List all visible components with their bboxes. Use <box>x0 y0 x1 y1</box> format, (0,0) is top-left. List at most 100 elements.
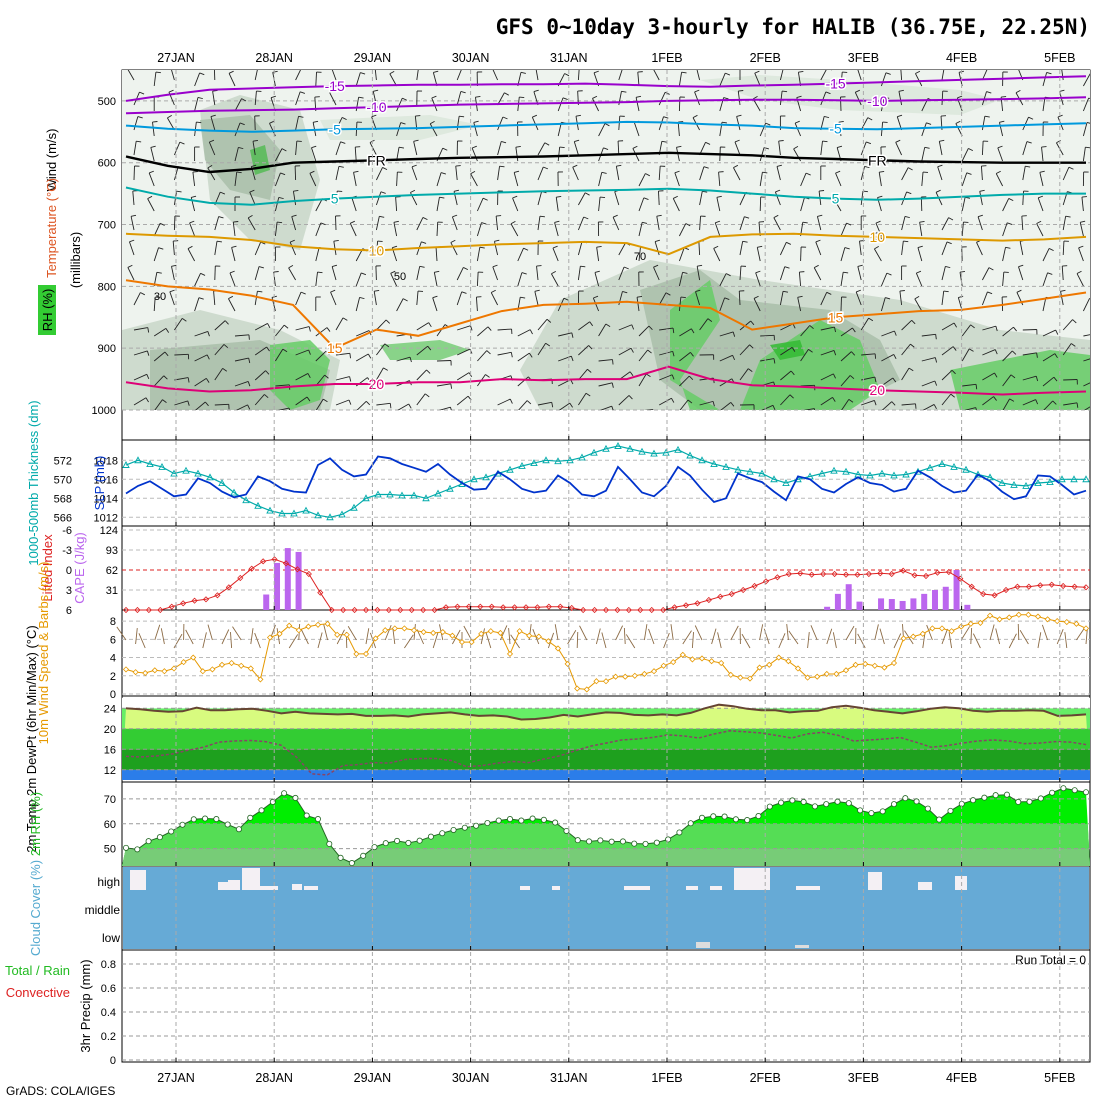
wind-barb <box>355 97 360 112</box>
thickness-point <box>230 488 238 496</box>
wind-barb <box>719 273 727 287</box>
wind-barb <box>596 247 600 262</box>
wind-barb-flag <box>944 66 949 67</box>
wind-barb-flag <box>187 400 190 406</box>
cloud-high-bar <box>258 886 278 890</box>
thickness-point <box>194 469 202 477</box>
wind10m-barb <box>1037 632 1042 649</box>
wind-barb <box>1002 398 1010 410</box>
wind-barb <box>734 141 741 156</box>
wind-barb-flag <box>772 405 776 410</box>
wind-barb <box>658 292 667 306</box>
wind-barb <box>132 191 135 206</box>
rh2m-point <box>179 821 186 828</box>
wind-barb-flag <box>996 170 1001 174</box>
wind10m-barb <box>972 633 981 649</box>
wind-barb <box>254 91 257 106</box>
wind-barb <box>636 297 640 312</box>
rh2m-point <box>450 826 457 833</box>
rh2m-point <box>1049 789 1056 796</box>
wind-barb-flag <box>482 197 488 201</box>
li-point <box>660 606 667 614</box>
wind-barb <box>598 323 607 337</box>
wind-barb-flag <box>849 375 855 380</box>
li-point <box>911 572 918 579</box>
wind-barb <box>1082 147 1086 162</box>
wind-barb-flag <box>258 66 263 67</box>
thickness-point <box>686 451 694 459</box>
wind-barb-flag <box>616 164 622 167</box>
wind-barb-flag <box>564 73 570 77</box>
wind-barb-flag <box>898 89 904 92</box>
wind10m-speed-point <box>497 629 504 637</box>
wind-barb <box>737 91 741 106</box>
wind-barb-flag <box>571 332 574 338</box>
wind10m-barb <box>250 628 254 645</box>
wind-barb-flag <box>623 266 629 270</box>
wind-barb-flag <box>371 114 377 118</box>
wind-barb <box>754 72 761 87</box>
wind-barb <box>537 318 548 331</box>
wind-barb <box>457 325 471 331</box>
wind-barb <box>760 334 775 337</box>
thickness-tick-label: 568 <box>54 493 72 505</box>
wind-barb <box>881 330 895 337</box>
wind-barb-flag <box>1046 72 1052 75</box>
wind-barb-flag <box>1041 146 1047 148</box>
wind-barb-flag <box>486 350 491 355</box>
wind10m-barb <box>347 626 357 641</box>
wind10m-speed-point <box>449 632 456 639</box>
wind-barb-flag <box>815 239 821 243</box>
wind-barb-flag <box>784 66 789 67</box>
wind-barb-flag <box>317 271 323 274</box>
wind-barb <box>369 142 377 156</box>
wind10m-barb <box>691 632 694 649</box>
wind-barb-flag <box>1025 165 1031 168</box>
wind-barb <box>618 395 630 406</box>
wind-barb-flag <box>146 374 150 380</box>
wind-barb <box>578 321 590 331</box>
wind-barb <box>617 140 620 156</box>
wind-barb <box>192 172 196 187</box>
wind10m-speed-point <box>151 667 158 674</box>
wind-barb <box>638 373 647 387</box>
wind-barb-flag <box>654 239 661 243</box>
li-point <box>294 566 301 573</box>
wind-barb-flag <box>455 165 461 167</box>
thickness-point <box>338 510 346 518</box>
thickness-point <box>878 469 886 477</box>
rh2m-point <box>574 837 581 844</box>
wind-barb <box>174 377 189 381</box>
wind10m-speed-point <box>862 660 869 667</box>
wind-barb <box>194 97 199 112</box>
cape-bar <box>856 601 863 610</box>
wind-barb <box>438 406 451 410</box>
wind-barb <box>841 399 850 410</box>
li-point <box>397 606 404 614</box>
wind-barb <box>517 376 529 387</box>
wind-barb-flag <box>389 403 392 409</box>
wind-barb-flag <box>730 402 735 407</box>
li-point <box>317 589 324 596</box>
wind-barb-flag <box>554 220 560 223</box>
wind10m-barb <box>232 626 242 641</box>
wind-barb-flag <box>241 98 247 102</box>
wind10m-barb <box>230 632 233 649</box>
wind10m-barb <box>135 628 138 645</box>
wind10m-barb <box>452 629 461 645</box>
upper-temp-label: Temperature (°C) <box>44 178 59 278</box>
wind-barb <box>416 322 429 331</box>
wind-barb-flag <box>643 197 649 200</box>
wind-barb-flag <box>832 373 836 379</box>
temperature-contour-label: 20 <box>870 382 886 398</box>
li-point <box>488 603 495 610</box>
wind10m-barb <box>404 634 414 649</box>
wind-barb <box>355 272 362 287</box>
wind10m-barb <box>694 625 703 641</box>
rh2m-point <box>416 837 423 844</box>
cloud-high-bar <box>955 876 967 890</box>
thickness-point <box>506 465 514 473</box>
wind-barb-flag <box>198 297 204 300</box>
wind-barb-flag <box>251 164 257 167</box>
rh2m-point <box>676 829 683 836</box>
